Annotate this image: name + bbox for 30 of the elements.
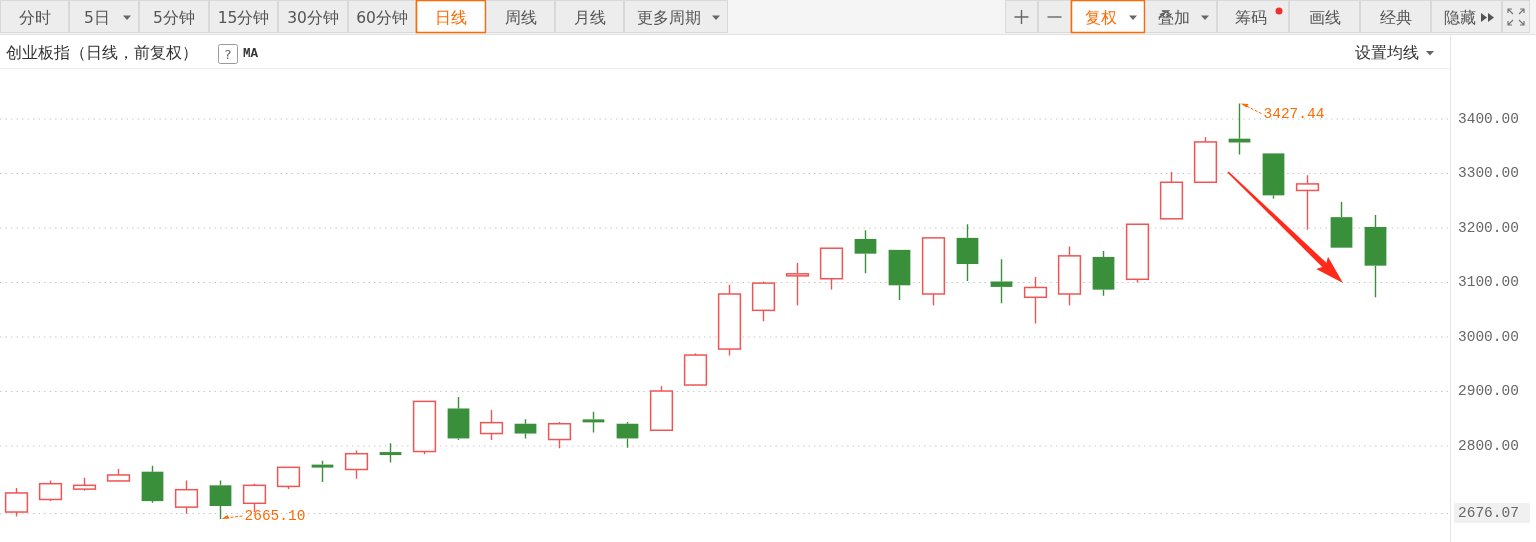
text: ?: [224, 47, 232, 62]
text: 月线: [573, 8, 606, 27]
annotation: 2665.10: [244, 508, 306, 525]
text: 5分钟: [153, 8, 195, 27]
text: 叠加: [1158, 8, 1190, 27]
text: 30分钟: [287, 8, 339, 27]
text: 分时: [18, 8, 51, 27]
text: 15分钟: [217, 8, 270, 27]
text: 设置均线: [1355, 44, 1419, 62]
text: MA: [243, 47, 259, 61]
text: 5日: [84, 8, 110, 27]
y-tick-label: 3300.00: [1458, 165, 1519, 182]
y-tick-label: 2900.00: [1458, 383, 1519, 400]
text: 更多周期: [637, 8, 701, 27]
y-tick-label: 3100.00: [1458, 274, 1519, 291]
y-tick-label: 3200.00: [1458, 219, 1519, 236]
text: 60分钟: [356, 8, 408, 27]
annotation: 3427.44: [1263, 105, 1325, 122]
y-tick-label: 3400.00: [1458, 110, 1519, 127]
y-tick-label: 2676.07: [1458, 505, 1519, 522]
y-tick-label: 2800.00: [1458, 437, 1519, 454]
y-tick-label: 3000.00: [1458, 328, 1519, 345]
text: 经典: [1379, 8, 1412, 27]
text: 周线: [504, 8, 537, 27]
text: 复权: [1085, 8, 1117, 27]
text: 隐藏: [1443, 8, 1476, 27]
text: 筹码: [1235, 8, 1267, 27]
chart-title: 创业板指（日线，前复权）: [6, 44, 198, 62]
text: 日线: [435, 8, 467, 27]
text: 画线: [1308, 8, 1341, 27]
